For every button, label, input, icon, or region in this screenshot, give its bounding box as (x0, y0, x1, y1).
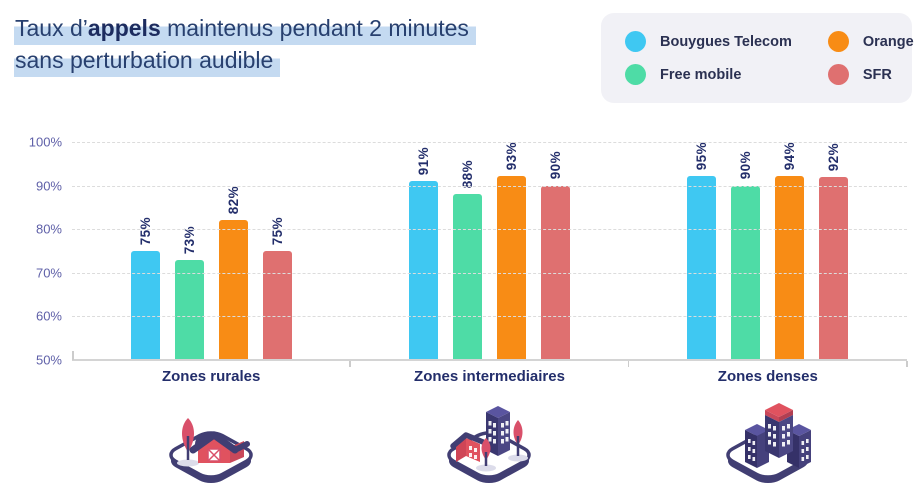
bar-slot: 92% (819, 142, 849, 360)
bar-slot: 91% (408, 142, 438, 360)
y-tick-label: 90% (35, 178, 62, 194)
bar-slot: 94% (775, 142, 805, 360)
y-axis: 100% 90% 80% 70% 60% 50% (0, 135, 62, 368)
bar-groups: 75% 73% 82% 75% 91% 88% 93% 90% 95% 90% 94% 92% (72, 142, 907, 360)
category-label-denses: Zones denses (717, 368, 818, 385)
sfr-color-dot-icon (827, 64, 849, 85)
bar-slot: 90% (731, 142, 761, 360)
orange-color-dot-icon (827, 31, 849, 52)
legend-item-free-mobile: Free mobile (625, 58, 792, 91)
bar-slot: 95% (687, 142, 717, 360)
free-color-dot-icon (625, 64, 646, 85)
legend: Bouygues Telecom Orange Free mobile SFR (601, 13, 914, 103)
x-axis-line (72, 359, 907, 361)
bar-slot: 82% (218, 142, 248, 360)
bar-value-label: 75% (269, 216, 285, 245)
bar-orange (496, 176, 526, 360)
bar-sfr (819, 176, 849, 360)
bar-orange (218, 220, 248, 360)
bar-value-label: 82% (225, 186, 241, 215)
dense-zone-icon (709, 403, 811, 484)
legend-label: Free mobile (660, 66, 742, 83)
page-title: Taux d’appels maintenus pendant 2 minute… (14, 13, 476, 77)
bar-value-label: 95% (694, 142, 710, 171)
legend-item-sfr: SFR (827, 58, 914, 91)
x-axis-tick (906, 361, 908, 367)
bouygues-color-dot-icon (625, 31, 646, 52)
title-line-2: sans perturbation audible (14, 45, 476, 77)
bar-slot: 75% (262, 142, 292, 360)
bar-value-label: 75% (137, 216, 153, 245)
legend-label: Orange (862, 33, 914, 50)
gridline (72, 185, 907, 187)
bar-value-label: 91% (415, 147, 431, 176)
bar-sfr (262, 251, 292, 360)
zone-icons-row (72, 394, 907, 492)
y-tick-label: 50% (35, 352, 62, 368)
bar-bouygues-telecom (408, 181, 438, 360)
y-tick-label: 70% (35, 265, 62, 281)
bar-free-mobile (452, 194, 482, 360)
legend-label: Bouygues Telecom (660, 33, 792, 50)
bar-slot: 73% (174, 142, 204, 360)
bar-value-label: 90% (547, 151, 563, 180)
x-axis-tick (627, 361, 630, 367)
bar-bouygues-telecom (687, 176, 717, 360)
y-tick-label: 60% (35, 308, 62, 324)
bar-slot: 88% (452, 142, 482, 360)
bar-group: 91% 88% 93% 90% (350, 142, 628, 360)
legend-item-bouygues-telecom: Bouygues Telecom (625, 25, 792, 58)
intermediate-zone-icon (430, 406, 548, 484)
bar-slot: 93% (496, 142, 526, 360)
bar-bouygues-telecom (130, 251, 160, 360)
category-label-rurales: Zones rurales (161, 368, 261, 385)
legend-label: SFR (862, 66, 892, 83)
bar-value-label: 88% (459, 160, 475, 189)
y-tick-label: 100% (28, 134, 62, 150)
legend-item-orange: Orange (827, 25, 914, 58)
axis-corner (72, 351, 74, 360)
bar-value-label: 90% (738, 151, 754, 180)
x-axis-tick (349, 361, 351, 367)
bar-slot: 75% (130, 142, 160, 360)
gridline (72, 316, 907, 318)
gridline (72, 142, 907, 143)
title-line-1: Taux d’appels maintenus pendant 2 minute… (14, 13, 476, 45)
category-labels: Zones rurales Zones intermediaires Zones… (72, 368, 907, 385)
plot-area: 75% 73% 82% 75% 91% 88% 93% 90% 95% 90% 94% 92% (72, 142, 908, 367)
bar-orange (775, 176, 805, 360)
gridline (72, 229, 907, 231)
bar-value-label: 92% (826, 142, 842, 171)
bar-slot: 90% (540, 142, 570, 360)
bar-value-label: 93% (503, 142, 519, 171)
title-bold-word: appels (87, 15, 161, 41)
bar-group: 95% 90% 94% 92% (629, 142, 907, 360)
rural-zone-icon (152, 418, 270, 484)
y-tick-label: 80% (35, 221, 62, 237)
bar-value-label: 94% (782, 142, 798, 171)
category-label-intermediaires: Zones intermediaires (414, 368, 565, 385)
bar-group: 75% 73% 82% 75% (72, 142, 350, 360)
gridline (72, 272, 907, 274)
bar-free-mobile (174, 259, 204, 360)
